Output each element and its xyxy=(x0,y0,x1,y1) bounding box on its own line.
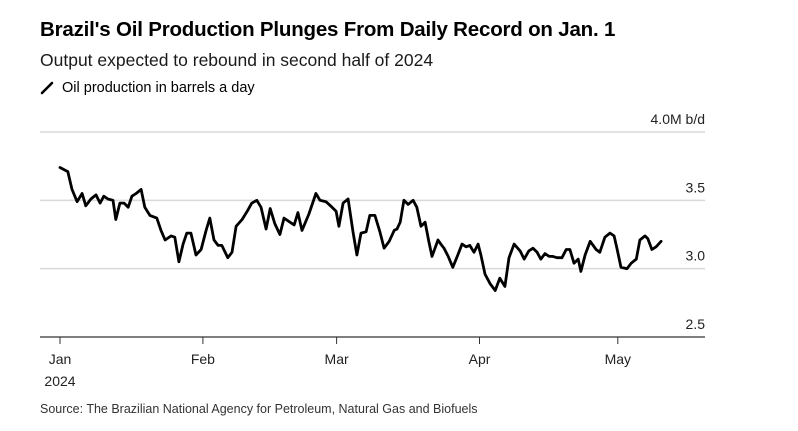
source-note: Source: The Brazilian National Agency fo… xyxy=(40,402,478,416)
legend: Oil production in barrels a day xyxy=(40,80,255,96)
legend-label: Oil production in barrels a day xyxy=(62,80,255,96)
x-tick-label: Apr xyxy=(469,351,491,367)
y-tick-label: 3.0 xyxy=(686,248,706,264)
y-tick-label: 2.5 xyxy=(686,316,706,332)
series-line-oil-production xyxy=(58,166,663,292)
gridlines xyxy=(40,131,705,270)
chart-subtitle: Output expected to rebound in second hal… xyxy=(40,50,434,70)
x-tick-label: Jan xyxy=(49,351,72,367)
y-tick-label: 4.0M b/d xyxy=(651,111,705,127)
chart-title: Brazil's Oil Production Plunges From Dai… xyxy=(40,18,616,41)
x-tick-label: Feb xyxy=(191,351,215,367)
x-tick-label: Mar xyxy=(325,351,349,367)
y-tick-label: 3.5 xyxy=(686,179,706,195)
x-tick-sublabel: 2024 xyxy=(44,373,75,389)
x-tick-label: May xyxy=(605,351,631,367)
line-swatch-icon xyxy=(40,81,54,95)
y-axis: 4.0M b/d 3.5 3.0 2.5 xyxy=(651,111,706,332)
x-axis: Jan 2024 Feb Mar Apr May xyxy=(40,336,705,389)
